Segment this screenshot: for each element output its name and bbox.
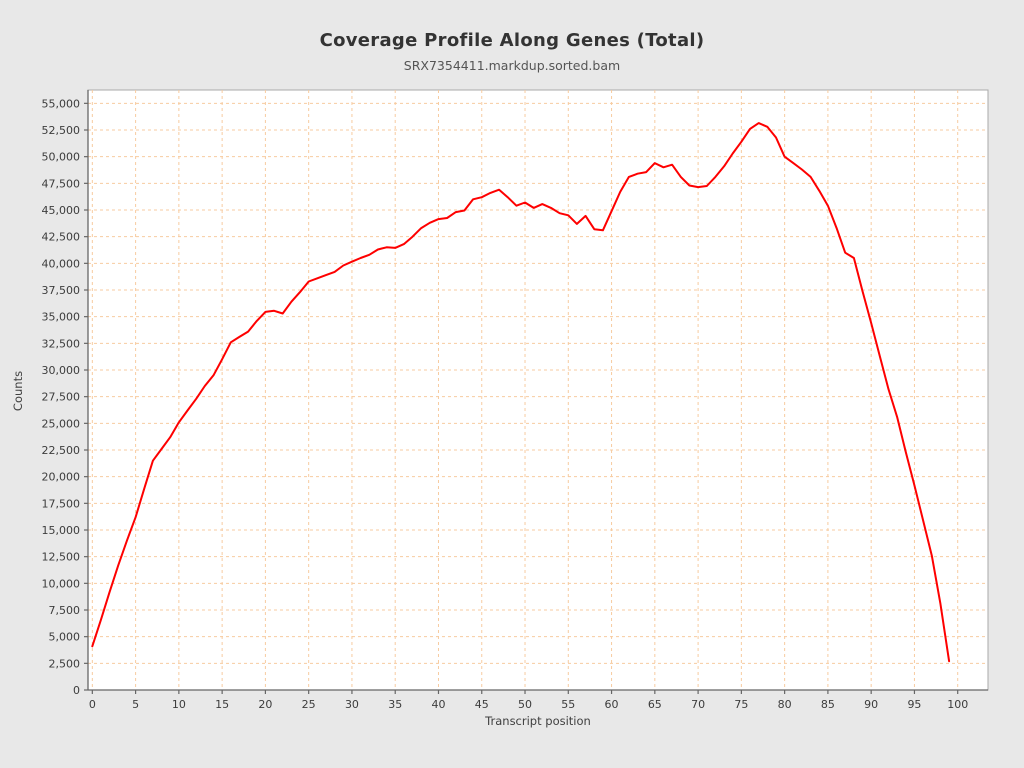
y-tick-label: 35,000 <box>42 311 81 324</box>
x-tick-label: 65 <box>648 698 662 711</box>
tick-labels: 0 5 10 15 20 25 30 35 40 45 50 55 60 65 70 75 80 85 90 95 10… <box>42 97 969 711</box>
y-tick-label: 22,500 <box>42 444 81 457</box>
y-tick-label: 52,500 <box>42 124 81 137</box>
y-tick-label: 5,000 <box>49 631 81 644</box>
x-tick-label: 90 <box>864 698 878 711</box>
x-tick-label: 20 <box>258 698 272 711</box>
tick-marks <box>84 102 959 694</box>
x-tick-label: 55 <box>561 698 575 711</box>
y-tick-label: 7,500 <box>49 604 81 617</box>
y-tick-label: 30,000 <box>42 364 81 377</box>
plot-area <box>87 89 989 691</box>
x-tick-label: 60 <box>605 698 619 711</box>
y-tick-label: 10,000 <box>42 577 81 590</box>
x-tick-label: 70 <box>691 698 705 711</box>
series-line <box>91 122 951 663</box>
y-tick-label: 32,500 <box>42 337 81 350</box>
gridlines <box>88 90 988 690</box>
y-tick-label: 17,500 <box>42 497 81 510</box>
x-tick-label: 10 <box>172 698 186 711</box>
y-tick-label: 42,500 <box>42 231 81 244</box>
x-tick-label: 5 <box>132 698 139 711</box>
y-tick-label: 27,500 <box>42 391 81 404</box>
y-tick-label: 50,000 <box>42 151 81 164</box>
y-tick-label: 37,500 <box>42 284 81 297</box>
x-tick-label: 50 <box>518 698 532 711</box>
x-tick-label: 25 <box>302 698 316 711</box>
x-tick-label: 40 <box>431 698 445 711</box>
y-tick-label: 15,000 <box>42 524 81 537</box>
x-tick-label: 15 <box>215 698 229 711</box>
x-tick-label: 95 <box>907 698 921 711</box>
y-tick-label: 45,000 <box>42 204 81 217</box>
y-tick-label: 47,500 <box>42 177 81 190</box>
x-tick-label: 30 <box>345 698 359 711</box>
chart-title: Coverage Profile Along Genes (Total) <box>319 30 705 51</box>
x-tick-label: 80 <box>778 698 792 711</box>
x-axis-title: Transcript position <box>485 714 591 728</box>
chart-subtitle: SRX7354411.markdup.sorted.bam <box>403 58 621 73</box>
x-tick-label: 45 <box>475 698 489 711</box>
y-tick-label: 55,000 <box>42 97 81 110</box>
y-tick-label: 12,500 <box>42 551 81 564</box>
x-tick-label: 100 <box>947 698 968 711</box>
x-tick-label: 0 <box>89 698 96 711</box>
y-tick-label: 0 <box>73 684 80 697</box>
x-tick-label: 35 <box>388 698 402 711</box>
y-tick-label: 40,000 <box>42 257 81 270</box>
x-tick-label: 85 <box>821 698 835 711</box>
y-tick-label: 20,000 <box>42 471 81 484</box>
y-tick-label: 2,500 <box>49 657 81 670</box>
y-tick-label: 25,000 <box>42 417 81 430</box>
x-tick-label: 75 <box>734 698 748 711</box>
